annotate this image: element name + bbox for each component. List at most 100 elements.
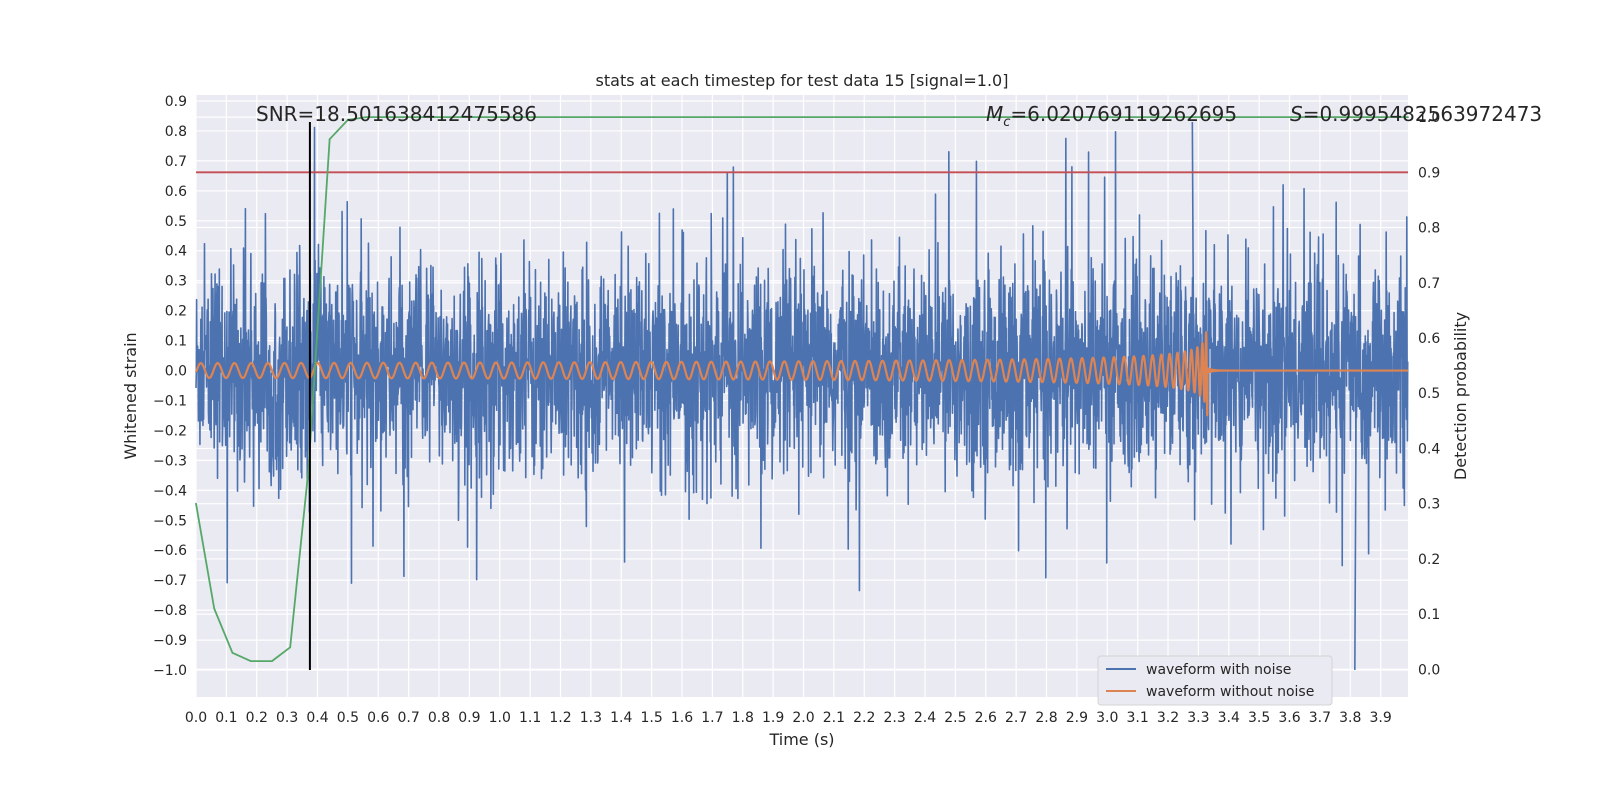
annotations: SNR=18.501638412475586 Mc=6.020769119262… xyxy=(256,102,1542,130)
s-annotation: S=0.9995482563972473 xyxy=(1290,102,1542,126)
y-tick-label: −0.3 xyxy=(153,453,187,469)
detection-probability-point xyxy=(307,469,310,472)
y-tick-label: −0.8 xyxy=(153,603,187,619)
x-tick-label: 0.0 xyxy=(185,710,207,726)
detection-probability-point xyxy=(1407,116,1409,118)
legend: waveform with noise waveform without noi… xyxy=(1097,655,1333,706)
x-tick-label: 0.4 xyxy=(306,710,328,726)
y-tick-label: 0.8 xyxy=(165,124,187,140)
x-tick-label: 2.5 xyxy=(944,710,966,726)
y-tick-label: −0.9 xyxy=(153,633,187,649)
x-tick-label: 2.6 xyxy=(975,710,997,726)
y-tick-label: 0.2 xyxy=(165,304,187,320)
x-tick-label: 1.6 xyxy=(671,710,693,726)
chirp-mass-symbol: M xyxy=(986,102,1003,126)
s-symbol: S xyxy=(1290,102,1303,126)
y-tick-label: 0.9 xyxy=(165,94,187,110)
y2-tick-label: 0.0 xyxy=(1418,662,1440,678)
y-tick-label: −0.6 xyxy=(153,543,187,559)
x-tick-label: 2.0 xyxy=(792,710,814,726)
x-tick-label: 2.4 xyxy=(914,710,936,726)
y2-tick-label: 0.3 xyxy=(1418,497,1440,513)
x-tick-label: 3.4 xyxy=(1218,710,1240,726)
x-tick-label: 0.6 xyxy=(367,710,389,726)
detection-probability-point xyxy=(271,660,273,663)
x-tick-label: 1.2 xyxy=(549,710,571,726)
y2-tick-label: 0.9 xyxy=(1418,165,1440,181)
detection-probability-point xyxy=(249,660,252,663)
series-line-waveform-without-noise xyxy=(194,331,1409,417)
x-tick-label: 2.3 xyxy=(884,710,906,726)
detection-probability-point xyxy=(365,116,368,118)
y-tick-label: −0.7 xyxy=(153,573,187,589)
y2-tick-label: 0.8 xyxy=(1418,221,1440,237)
series-layer xyxy=(194,116,1409,671)
x-tick-label: 1.7 xyxy=(701,710,723,726)
series-line-waveform-with-noise xyxy=(195,121,1409,671)
y-tick-label: 0.1 xyxy=(165,334,187,350)
y2-tick-label: 0.5 xyxy=(1418,386,1440,402)
x-tick-label: 0.8 xyxy=(428,710,450,726)
legend-label-noisy: waveform with noise xyxy=(1146,662,1291,678)
x-tick-label: 3.8 xyxy=(1339,710,1361,726)
y-tick-label: −0.5 xyxy=(153,513,187,529)
x-tick-label: 3.3 xyxy=(1187,710,1209,726)
x-tick-label: 3.0 xyxy=(1096,710,1118,726)
detection-probability-point xyxy=(231,651,234,654)
chirp-mass-value: =6.020769119262695 xyxy=(1010,102,1237,126)
x-tick-label: 2.1 xyxy=(823,710,845,726)
detection-probability-point xyxy=(802,116,805,118)
y-tick-label: −0.4 xyxy=(153,483,187,499)
chirp-mass-annotation: Mc=6.020769119262695 xyxy=(986,102,1237,130)
x-tick-label: 3.1 xyxy=(1127,710,1149,726)
legend-box xyxy=(1097,655,1333,706)
detection-probability-point xyxy=(328,138,331,141)
x-tick-label: 2.7 xyxy=(1005,710,1027,726)
x-tick-label: 2.9 xyxy=(1066,710,1088,726)
y-tick-label: 0.3 xyxy=(165,274,187,290)
x-tick-label: 1.9 xyxy=(762,710,784,726)
y-tick-label: −0.2 xyxy=(153,423,187,439)
s-value: =0.9995482563972473 xyxy=(1303,102,1542,126)
detection-probability-point xyxy=(383,116,386,118)
y2-tick-label: 0.1 xyxy=(1418,607,1440,623)
x-tick-label: 2.8 xyxy=(1035,710,1057,726)
detection-probability-point xyxy=(498,116,501,118)
x-tick-label: 3.5 xyxy=(1248,710,1270,726)
axis-ticks: 0.0 0.1 0.2 0.3 0.4 0.5 0.6 0.7 0.8 0.9 1.0 1.1 1.2 1… xyxy=(153,94,1440,726)
x-tick-label: 1.0 xyxy=(489,710,511,726)
chirp-mass-subscript: c xyxy=(1003,115,1010,130)
x-tick-label: 2.2 xyxy=(853,710,875,726)
x-tick-label: 1.3 xyxy=(580,710,602,726)
x-tick-label: 3.2 xyxy=(1157,710,1179,726)
x-tick-label: 3.6 xyxy=(1278,710,1300,726)
x-tick-label: 0.1 xyxy=(215,710,237,726)
y2-tick-label: 1.0 xyxy=(1418,110,1440,126)
chart-title: stats at each timestep for test data 15 … xyxy=(596,71,1009,90)
x-tick-label: 1.4 xyxy=(610,710,632,726)
y2-tick-label: 0.7 xyxy=(1418,276,1440,292)
y-tick-label: 0.4 xyxy=(165,244,187,260)
y2-tick-label: 0.6 xyxy=(1418,331,1440,347)
x-tick-label: 1.1 xyxy=(519,710,541,726)
snr-annotation: SNR=18.501638412475586 xyxy=(256,102,537,126)
detection-probability-point xyxy=(346,118,349,121)
y-tick-label: 0.7 xyxy=(165,154,187,170)
x-tick-label: 0.3 xyxy=(276,710,298,726)
detection-probability-point xyxy=(195,502,197,505)
x-axis-label: Time (s) xyxy=(768,730,834,749)
x-tick-label: 3.9 xyxy=(1370,710,1392,726)
detection-probability-point xyxy=(289,646,292,649)
y-tick-label: 0.6 xyxy=(165,184,187,200)
y2-tick-label: 0.2 xyxy=(1418,552,1440,568)
y-axis-label: Whitened strain xyxy=(121,332,140,459)
x-tick-label: 3.7 xyxy=(1309,710,1331,726)
y-tick-label: −1.0 xyxy=(153,663,187,679)
legend-label-clean: waveform without noise xyxy=(1146,684,1314,700)
x-tick-label: 0.5 xyxy=(337,710,359,726)
detection-probability-point xyxy=(213,607,216,610)
y2-tick-label: 0.4 xyxy=(1418,441,1440,457)
x-tick-label: 0.9 xyxy=(458,710,480,726)
x-tick-label: 0.7 xyxy=(397,710,419,726)
